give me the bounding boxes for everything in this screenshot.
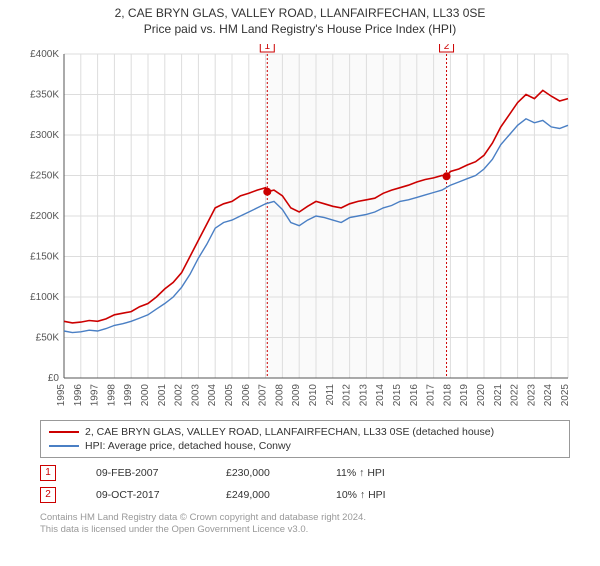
svg-text:£100K: £100K <box>30 292 59 303</box>
sale-row-1: 1 09-FEB-2007 £230,000 11% ↑ HPI <box>40 462 570 484</box>
sale-marker-1: 1 <box>40 465 56 481</box>
svg-text:2003: 2003 <box>190 384 201 407</box>
svg-text:2019: 2019 <box>459 384 470 407</box>
svg-text:2007: 2007 <box>258 384 269 407</box>
svg-text:2005: 2005 <box>224 384 235 407</box>
svg-text:2015: 2015 <box>392 384 403 407</box>
svg-text:2014: 2014 <box>375 384 386 407</box>
svg-text:2018: 2018 <box>442 384 453 407</box>
svg-text:£50K: £50K <box>36 333 60 344</box>
sale-marker-2: 2 <box>40 487 56 503</box>
svg-text:£350K: £350K <box>30 90 59 101</box>
svg-text:2006: 2006 <box>241 384 252 407</box>
svg-text:2021: 2021 <box>493 384 504 407</box>
svg-text:2013: 2013 <box>358 384 369 407</box>
svg-text:2020: 2020 <box>476 384 487 407</box>
svg-text:£150K: £150K <box>30 252 59 263</box>
svg-text:2023: 2023 <box>526 384 537 407</box>
legend-row-1: 2, CAE BRYN GLAS, VALLEY ROAD, LLANFAIRF… <box>49 425 561 439</box>
svg-text:£250K: £250K <box>30 171 59 182</box>
svg-text:1997: 1997 <box>90 384 101 407</box>
sale-delta-2: 10% ↑ HPI <box>336 489 386 501</box>
svg-text:2004: 2004 <box>207 384 218 407</box>
sale-delta-1: 11% ↑ HPI <box>336 467 385 479</box>
svg-text:2010: 2010 <box>308 384 319 407</box>
svg-text:£200K: £200K <box>30 211 59 222</box>
legend-row-2: HPI: Average price, detached house, Conw… <box>49 439 561 453</box>
svg-text:2001: 2001 <box>157 384 168 407</box>
svg-text:2: 2 <box>444 44 450 52</box>
legend-swatch-2 <box>49 445 79 447</box>
chart-subtitle: Price paid vs. HM Land Registry's House … <box>0 22 600 36</box>
svg-text:2017: 2017 <box>426 384 437 407</box>
sale-date-1: 09-FEB-2007 <box>96 467 186 479</box>
sales-table: 1 09-FEB-2007 £230,000 11% ↑ HPI 2 09-OC… <box>40 462 570 506</box>
sale-price-1: £230,000 <box>226 467 296 479</box>
svg-text:1995: 1995 <box>56 384 67 407</box>
svg-text:2008: 2008 <box>274 384 285 407</box>
svg-text:2009: 2009 <box>291 384 302 407</box>
svg-text:2025: 2025 <box>560 384 571 407</box>
footnote-line-2: This data is licensed under the Open Gov… <box>40 524 570 536</box>
chart-svg: £0 £50K £100K £150K £200K £250K £300K £350K £400… <box>20 44 580 414</box>
sale-row-2: 2 09-OCT-2017 £249,000 10% ↑ HPI <box>40 484 570 506</box>
svg-text:2011: 2011 <box>325 384 336 406</box>
sale-date-2: 09-OCT-2017 <box>96 489 186 501</box>
legend-label-1: 2, CAE BRYN GLAS, VALLEY ROAD, LLANFAIRF… <box>85 426 494 438</box>
svg-text:1998: 1998 <box>106 384 117 407</box>
svg-text:£400K: £400K <box>30 49 59 60</box>
svg-text:£300K: £300K <box>30 130 59 141</box>
svg-text:2022: 2022 <box>510 384 521 407</box>
svg-text:2024: 2024 <box>543 384 554 407</box>
chart-plot: £0 £50K £100K £150K £200K £250K £300K £350K £400… <box>20 44 580 414</box>
svg-text:2016: 2016 <box>409 384 420 407</box>
footnote-line-1: Contains HM Land Registry data © Crown c… <box>40 512 570 524</box>
legend-swatch-1 <box>49 431 79 433</box>
svg-text:2002: 2002 <box>174 384 185 407</box>
footnote: Contains HM Land Registry data © Crown c… <box>40 512 570 537</box>
chart-container: 2, CAE BRYN GLAS, VALLEY ROAD, LLANFAIRF… <box>0 6 600 537</box>
legend-label-2: HPI: Average price, detached house, Conw… <box>85 440 291 452</box>
svg-text:2012: 2012 <box>342 384 353 407</box>
sale-price-2: £249,000 <box>226 489 296 501</box>
svg-text:1996: 1996 <box>73 384 84 407</box>
svg-text:1999: 1999 <box>123 384 134 407</box>
svg-text:2000: 2000 <box>140 384 151 407</box>
svg-text:£0: £0 <box>48 373 60 384</box>
chart-title: 2, CAE BRYN GLAS, VALLEY ROAD, LLANFAIRF… <box>0 6 600 20</box>
legend-box: 2, CAE BRYN GLAS, VALLEY ROAD, LLANFAIRF… <box>40 420 570 458</box>
svg-text:1: 1 <box>264 44 270 52</box>
